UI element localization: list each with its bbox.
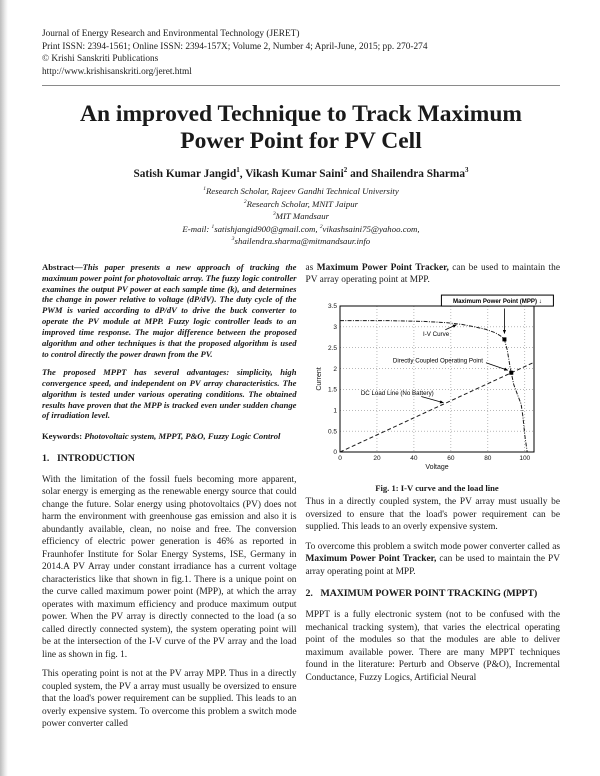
section-2-title: MAXIMUM POWER POINT TRACKING (MPPT) (320, 588, 538, 600)
email-3: shailendra.sharma@mitmandsaur.info (234, 236, 371, 247)
iv-chart: 0 20 40 60 80 100 0 0.5 1 1.5 2 2.5 3 3.5 Voltage Curre… (316, 294, 554, 471)
keywords-line: Keywords: Photovoltaic system, MPPT, P&O… (42, 431, 297, 442)
after-figure-paragraph-1: Thus in a directly coupled system, the P… (305, 497, 561, 533)
continuation-pre: as (305, 262, 317, 273)
abstract-label: Abstract— (42, 261, 83, 272)
svg-text:1: 1 (333, 407, 337, 414)
author-separator-2: and (347, 168, 372, 181)
journal-url: http://www.krishisanskriti.org/jeret.htm… (42, 66, 192, 77)
abstract-paragraph-1: Abstract—This paper presents a new appro… (42, 262, 297, 360)
email-1: satishjangid900@gmail.com, (214, 223, 320, 234)
section-2-number: 2. (305, 588, 313, 600)
author-3: Shailendra Sharma (371, 168, 465, 181)
figure-1: 0 20 40 60 80 100 0 0.5 1 1.5 2 2.5 3 3.5 Voltage Curre… (314, 294, 560, 494)
after-figure-2-post: can be used to maintain the PV array ope… (305, 554, 561, 577)
affiliation-1: 1Research Scholar, Rajeev Gandhi Technic… (42, 185, 560, 197)
svg-text:100: 100 (519, 455, 530, 462)
left-column: Abstract—This paper presents a new appro… (42, 262, 297, 738)
svg-text:20: 20 (373, 455, 381, 462)
svg-text:60: 60 (447, 455, 455, 462)
paper-title: An improved Technique to Track Maximum P… (80, 101, 522, 154)
author-2-sup: 2 (343, 166, 348, 175)
abstract-paragraph-2: The proposed MPPT has several advantages… (42, 366, 297, 421)
svg-text:80: 80 (484, 455, 492, 462)
svg-text:3: 3 (333, 324, 337, 331)
right-column: as Maximum Power Point Tracker, can be u… (306, 262, 561, 738)
section-2-heading: 2. MAXIMUM POWER POINT TRACKING (MPPT) (306, 587, 561, 600)
after-figure-paragraph-2: To overcome this problem a switch mode p… (306, 541, 561, 579)
page-content: Journal of Energy Research and Environme… (42, 28, 560, 738)
header-divider (42, 85, 560, 87)
affiliation-2: 2Research Scholar, MNIT Jaipur (42, 198, 560, 210)
scan-edge-shadow (0, 0, 8, 776)
two-column-body: Abstract—This paper presents a new appro… (42, 262, 560, 738)
affiliations-block: 1Research Scholar, Rajeev Gandhi Technic… (42, 185, 560, 247)
figure-1-caption: Fig. 1: I-V curve and the load line (375, 482, 499, 493)
abstract-text-1: This paper presents a new approach of tr… (42, 261, 297, 359)
section-1-heading: 1. INTRODUCTION (42, 452, 297, 465)
svg-text:40: 40 (410, 455, 418, 462)
affiliation-1-text: Research Scholar, Rajeev Gandhi Technica… (205, 186, 399, 197)
svg-text:I-V Curve: I-V Curve (423, 331, 450, 338)
intro-paragraph-1: With the limitation of the fossil fuels … (42, 474, 297, 660)
svg-text:0.5: 0.5 (328, 428, 337, 435)
authors-line: Satish Kumar Jangid1, Vikash Kumar Saini… (42, 166, 560, 181)
svg-text:3.5: 3.5 (328, 303, 337, 310)
email-2-sup: 2 (319, 223, 323, 230)
svg-text:Directly Coupled Operating Poi: Directly Coupled Operating Point (393, 357, 483, 364)
svg-text:Current: Current (316, 367, 323, 390)
journal-header: Journal of Energy Research and Environme… (42, 28, 560, 78)
author-separator-1: , (239, 168, 246, 181)
intro-paragraph-2: This operating point is not at the PV ar… (42, 669, 297, 730)
author-1-sup: 1 (236, 166, 240, 175)
mppt-paragraph-1: MPPT is a fully electronic system (not t… (305, 610, 561, 683)
svg-text:1.5: 1.5 (328, 386, 337, 393)
author-1: Satish Kumar Jangid (133, 168, 237, 181)
section-1-number: 1. (42, 452, 50, 464)
affiliation-3: 3MIT Mandsaur (42, 210, 560, 222)
after-figure-2-bold: Maximum Power Point Tracker, (305, 554, 437, 565)
svg-text:0: 0 (333, 449, 337, 456)
email-line-2: 3shailendra.sharma@mitmandsaur.info (42, 235, 560, 247)
journal-issn-line: Print ISSN: 2394-1561; Online ISSN: 2394… (42, 41, 428, 52)
affiliation-2-sup: 2 (243, 198, 247, 205)
affiliation-1-sup: 1 (203, 186, 206, 193)
svg-text:Voltage: Voltage (425, 464, 448, 471)
after-figure-2-pre: To overcome this problem a switch mode p… (305, 541, 561, 552)
email-1-sup: 1 (211, 223, 215, 230)
email-2: vikashsaini75@yahoo.com, (322, 223, 420, 234)
keywords-label: Keywords: (42, 431, 85, 442)
journal-name: Journal of Energy Research and Environme… (42, 29, 300, 39)
email-label: E-mail: (182, 223, 212, 234)
svg-text:0: 0 (338, 455, 342, 462)
keywords-text: Photovoltaic system, MPPT, P&O, Fuzzy Lo… (84, 431, 281, 442)
author-3-sup: 3 (465, 166, 469, 175)
journal-copyright: © Krishi Sanskriti Publications (42, 54, 159, 65)
email-3-sup: 3 (231, 236, 235, 243)
mppt-tracker-bold: Maximum Power Point Tracker, (316, 262, 449, 273)
svg-text:Maximum Power Point (MPP) ↓: Maximum Power Point (MPP) ↓ (453, 297, 542, 304)
continuation-post: can be used to maintain the PV array ope… (305, 262, 561, 286)
affiliation-3-sup: 3 (272, 211, 276, 218)
affiliation-3-text: MIT Mandsaur (275, 211, 330, 222)
svg-text:2.5: 2.5 (328, 345, 337, 352)
continuation-paragraph: as Maximum Power Point Tracker, can be u… (306, 262, 561, 287)
affiliation-2-text: Research Scholar, MNIT Jaipur (246, 198, 359, 209)
section-1-title: INTRODUCTION (57, 452, 135, 464)
author-2: Vikash Kumar Saini (245, 168, 344, 181)
svg-text:2: 2 (333, 365, 337, 372)
email-line-1: E-mail: 1satishjangid900@gmail.com, 2vik… (42, 223, 560, 235)
svg-text:DC Load Line (No Battery): DC Load Line (No Battery) (361, 390, 434, 397)
